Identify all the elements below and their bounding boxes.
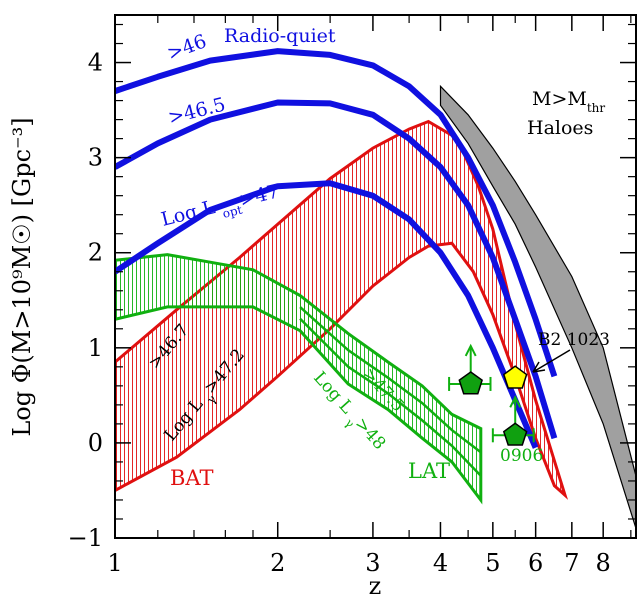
- bands-layer: [115, 84, 636, 529]
- x-tick-label: 4: [433, 549, 448, 577]
- data-point-0906: [491, 395, 535, 446]
- y-tick-label: 4: [88, 49, 103, 77]
- y-tick-label: 0: [88, 429, 103, 457]
- data-point-green-pentagon: [448, 343, 492, 395]
- label-haloes: Haloes: [527, 117, 593, 139]
- x-axis-label: z: [369, 572, 382, 598]
- b2-1023-pointer: [532, 349, 571, 373]
- y-tick-label: 2: [88, 239, 103, 267]
- x-tick-label: 1: [107, 549, 122, 577]
- label-gt46: >46: [164, 30, 209, 64]
- x-tick-label: 2: [270, 549, 285, 577]
- y-tick-label: 1: [88, 334, 103, 362]
- band-lat: [115, 253, 483, 505]
- radio-quiet-curve-1: [115, 48, 558, 378]
- plot-frame: [114, 14, 637, 539]
- label-bat: BAT: [170, 466, 213, 490]
- ticks-layer: 1 2 3 4 5 6 7 8 −1 0 1 2 3 4: [68, 15, 636, 577]
- label-0906: 0906: [500, 446, 543, 466]
- label-radio-quiet: Radio-quiet: [224, 25, 336, 47]
- radio-quiet-curve-2: [115, 99, 558, 440]
- x-tick-label: 8: [596, 549, 611, 577]
- label-b2-1023: B2 1023: [538, 330, 610, 350]
- y-axis-label: Log Φ(M>10⁹M☉) [Gpc⁻³]: [8, 117, 36, 436]
- lat-threshold-line-2: [299, 317, 482, 477]
- y-tick-label: 3: [88, 144, 103, 172]
- points-layer: [448, 343, 535, 446]
- x-tick-label: 3: [365, 549, 380, 577]
- radio-quiet-curve-3: [115, 180, 539, 449]
- band-m-m: [439, 84, 636, 529]
- x-tick-label: 5: [485, 549, 500, 577]
- data-point-b2-1023: [502, 365, 528, 389]
- label-log-lopt: Log L opt>47: [159, 180, 283, 235]
- x-tick-label: 7: [564, 549, 579, 577]
- curves-layer: [115, 48, 558, 449]
- b2-1023-arrowhead: [532, 361, 546, 373]
- x-tick-label: 6: [528, 549, 543, 577]
- label-lat: LAT: [408, 459, 450, 483]
- y-tick-label: −1: [68, 524, 103, 552]
- label-haloes-mthr: M>Mthr: [532, 88, 605, 115]
- lat-threshold-line-1: [299, 306, 482, 454]
